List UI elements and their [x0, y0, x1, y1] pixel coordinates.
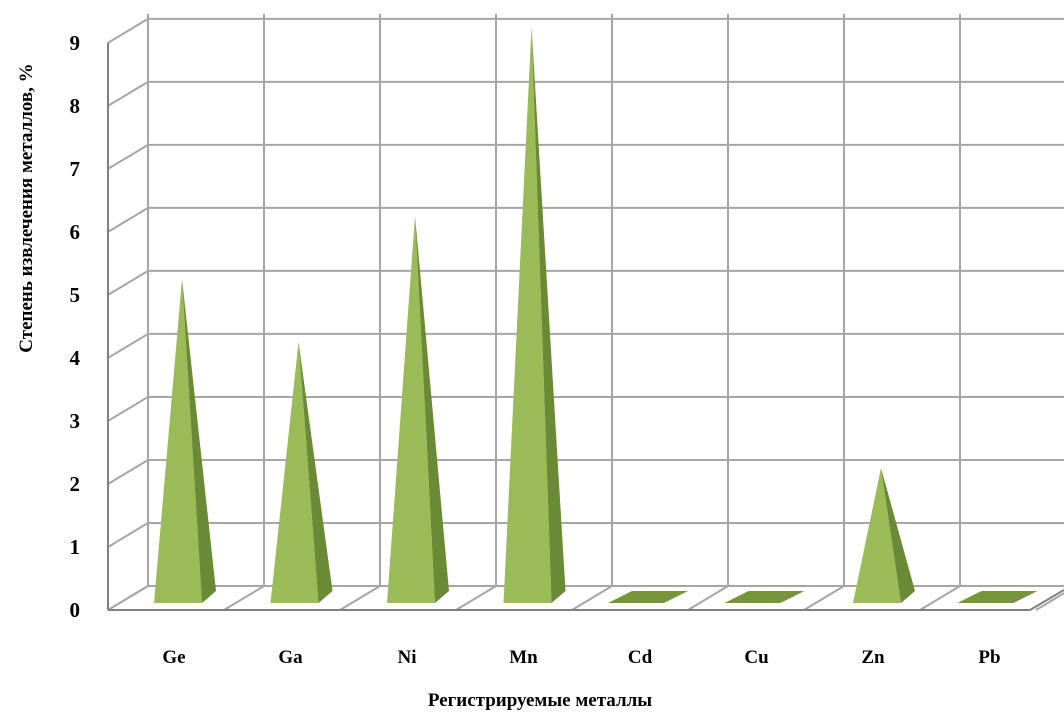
bar-ga — [270, 341, 319, 603]
bar-side-ni — [415, 215, 449, 603]
gridline-side — [107, 459, 149, 485]
floor-gridline — [107, 585, 149, 611]
floor-gridline — [339, 585, 381, 611]
gridline-side — [107, 522, 149, 548]
floor-gridline — [687, 585, 729, 611]
x-tick-label: Ge — [162, 647, 185, 668]
bar-zn — [853, 467, 901, 603]
floor-gridline — [455, 585, 497, 611]
floor-gridline — [571, 585, 613, 611]
y-tick-label: 1 — [70, 535, 81, 559]
bars — [154, 26, 1038, 604]
labels: 0 1 2 3 4 5 6 7 8 9 Ge Ga Ni Mn Cd Cu Zn Pb — [70, 31, 1001, 668]
x-tick-label: Cd — [628, 647, 653, 668]
gridline-side — [107, 207, 149, 233]
bar-ni — [387, 215, 435, 603]
y-tick-label: 9 — [70, 31, 81, 55]
floor-edge-right — [1029, 589, 1064, 611]
bar-ge — [154, 278, 202, 603]
y-tick-label: 4 — [70, 346, 81, 370]
floor-gridline — [803, 585, 845, 611]
x-tick-label: Cu — [744, 647, 769, 668]
bar-mn — [503, 26, 552, 604]
gridline-side — [107, 144, 149, 170]
gridline-side — [107, 396, 149, 422]
y-tick-label: 3 — [70, 409, 81, 433]
gridline-side — [107, 81, 149, 107]
floor-gridline — [919, 585, 961, 611]
gridline-side — [107, 17, 149, 44]
y-tick-label: 2 — [70, 472, 81, 496]
bar-cu — [724, 591, 805, 603]
x-axis-title: Регистрируемые металлы — [428, 690, 652, 711]
grid — [107, 14, 1064, 611]
bar-side-ga — [298, 341, 333, 603]
y-axis-title: Степень извлечения металлов, % — [16, 63, 37, 352]
y-tick-label: 6 — [70, 220, 81, 244]
bar-side-zn — [881, 467, 915, 603]
axes — [107, 42, 1064, 611]
y-tick-label: 0 — [70, 598, 81, 622]
floor-gridline — [1035, 592, 1064, 611]
bar-cd — [608, 591, 688, 603]
x-tick-label: Ni — [398, 647, 417, 668]
bar-side-mn — [531, 26, 566, 604]
floor-gridline — [223, 585, 265, 611]
gridline-side — [107, 270, 149, 296]
x-tick-label: Mn — [509, 647, 538, 668]
x-tick-label: Ga — [278, 647, 303, 668]
y-tick-label: 7 — [70, 157, 81, 181]
gridline-side — [107, 333, 149, 359]
x-tick-label: Pb — [978, 647, 1000, 668]
x-tick-label: Zn — [861, 647, 885, 668]
y-tick-label: 8 — [70, 94, 81, 118]
y-tick-label: 5 — [70, 283, 81, 307]
bar-side-ge — [182, 278, 216, 603]
bar-pb — [957, 591, 1038, 603]
